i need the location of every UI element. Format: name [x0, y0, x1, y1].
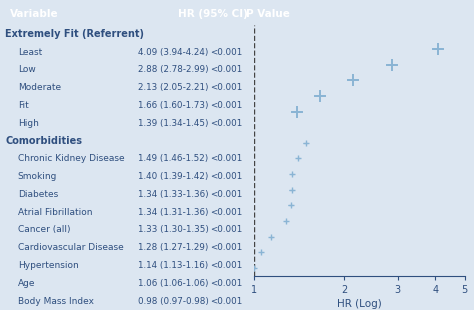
Text: 1.40 (1.39-1.42): 1.40 (1.39-1.42): [138, 172, 209, 181]
Text: 1.28 (1.27-1.29): 1.28 (1.27-1.29): [138, 243, 209, 252]
Text: 1.33 (1.30-1.35): 1.33 (1.30-1.35): [138, 225, 209, 234]
Text: 2.13 (2.05-2.21): 2.13 (2.05-2.21): [138, 83, 209, 92]
Text: Age: Age: [18, 279, 35, 288]
Text: 1.14 (1.13-1.16): 1.14 (1.13-1.16): [138, 261, 209, 270]
Text: <0.001: <0.001: [210, 172, 243, 181]
Text: 1.34 (1.33-1.36): 1.34 (1.33-1.36): [138, 190, 209, 199]
Text: Extremely Fit (Referrent): Extremely Fit (Referrent): [5, 29, 144, 39]
Text: Smoking: Smoking: [18, 172, 57, 181]
Text: <0.001: <0.001: [210, 83, 243, 92]
Text: HR (95% CI): HR (95% CI): [178, 9, 247, 19]
Text: 0.98 (0.97-0.98): 0.98 (0.97-0.98): [138, 297, 209, 306]
Text: <0.001: <0.001: [210, 190, 243, 199]
Text: Body Mass Index: Body Mass Index: [18, 297, 94, 306]
Text: Chronic Kidney Disease: Chronic Kidney Disease: [18, 154, 124, 163]
Text: <0.001: <0.001: [210, 119, 243, 128]
Text: <0.001: <0.001: [210, 225, 243, 234]
Text: 1.39 (1.34-1.45): 1.39 (1.34-1.45): [138, 119, 209, 128]
Text: <0.001: <0.001: [210, 279, 243, 288]
Text: Atrial Fibrillation: Atrial Fibrillation: [18, 208, 92, 217]
Text: <0.001: <0.001: [210, 243, 243, 252]
Text: Diabetes: Diabetes: [18, 190, 58, 199]
Text: High: High: [18, 119, 38, 128]
X-axis label: HR (Log): HR (Log): [337, 299, 382, 309]
Text: Low: Low: [18, 65, 36, 74]
Text: 1.34 (1.31-1.36): 1.34 (1.31-1.36): [138, 208, 209, 217]
Text: Fit: Fit: [18, 101, 28, 110]
Text: Least: Least: [18, 48, 42, 57]
Text: P Value: P Value: [246, 9, 291, 19]
Text: 1.66 (1.60-1.73): 1.66 (1.60-1.73): [138, 101, 209, 110]
Text: <0.001: <0.001: [210, 65, 243, 74]
Text: <0.001: <0.001: [210, 154, 243, 163]
Text: Cardiovascular Disease: Cardiovascular Disease: [18, 243, 124, 252]
Text: Variable: Variable: [9, 9, 58, 19]
Text: <0.001: <0.001: [210, 208, 243, 217]
Text: 4.09 (3.94-4.24): 4.09 (3.94-4.24): [138, 48, 209, 57]
Text: Hypertension: Hypertension: [18, 261, 79, 270]
Text: Moderate: Moderate: [18, 83, 61, 92]
Text: 1.06 (1.06-1.06): 1.06 (1.06-1.06): [138, 279, 209, 288]
Text: <0.001: <0.001: [210, 48, 243, 57]
Text: 1.49 (1.46-1.52): 1.49 (1.46-1.52): [138, 154, 209, 163]
Text: Comorbidities: Comorbidities: [5, 136, 82, 146]
Text: Cancer (all): Cancer (all): [18, 225, 70, 234]
Text: <0.001: <0.001: [210, 261, 243, 270]
Text: <0.001: <0.001: [210, 101, 243, 110]
Text: <0.001: <0.001: [210, 297, 243, 306]
Text: 2.88 (2.78-2.99): 2.88 (2.78-2.99): [138, 65, 209, 74]
